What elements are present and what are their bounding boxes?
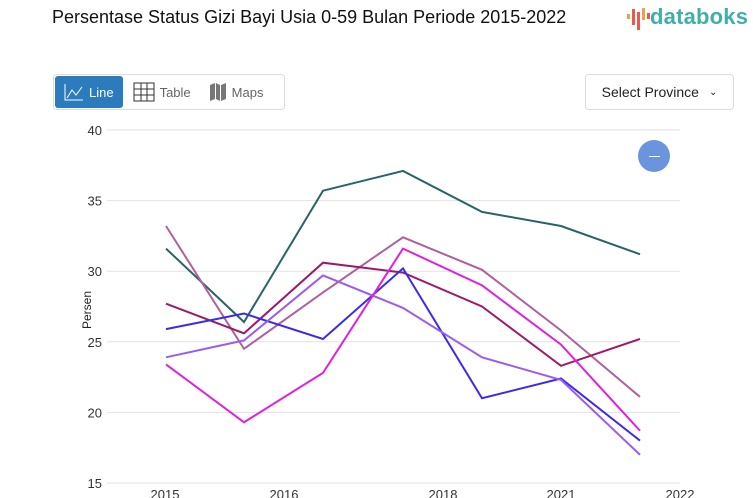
chart-title: Persentase Status Gizi Bayi Usia 0-59 Bu… [52, 7, 567, 27]
tab-table-label: Table [159, 84, 191, 100]
zoom-out-button[interactable] [638, 140, 670, 172]
x-tick-label: 2016 [270, 487, 299, 498]
y-axis-label: Persen [80, 291, 94, 329]
line-chart-icon [64, 84, 83, 101]
tab-line-label: Line [89, 84, 114, 100]
x-tick-label: 2015 [151, 487, 180, 498]
series-line-2 [165, 225, 641, 398]
x-tick-label: 2022 [666, 487, 695, 498]
x-tick-label: 2018 [429, 487, 458, 498]
map-icon [209, 83, 226, 101]
databoks-logo: databoks [626, 4, 748, 30]
province-select-label: Select Province [601, 84, 699, 100]
view-tabs: Line Table Maps [53, 74, 285, 110]
y-tick-label: 40 [88, 123, 102, 138]
logo-bars-icon [627, 8, 650, 30]
tab-table[interactable]: Table [124, 75, 200, 109]
tab-maps-label: Maps [231, 84, 264, 100]
series-line-3 [165, 261, 641, 367]
y-tick-label: 15 [88, 476, 102, 491]
y-tick-label: 25 [88, 335, 102, 350]
line-chart: 15 20 25 30 35 40 Persen 2015 2016 2018 2021 2022 [80, 123, 695, 498]
y-tick-label: 30 [88, 264, 102, 279]
series-line-4 [165, 266, 641, 442]
chevron-down-icon: ⌄ [708, 86, 718, 98]
x-tick-label: 2021 [547, 487, 576, 498]
table-icon [133, 82, 155, 102]
tab-maps[interactable]: Maps [200, 75, 273, 109]
series-line-1 [165, 169, 641, 324]
province-select[interactable]: Select Province ⌄ [585, 74, 734, 110]
tab-line[interactable]: Line [55, 76, 123, 108]
logo-text: databoks [650, 4, 749, 29]
y-tick-label: 35 [88, 194, 102, 209]
series-line-5 [165, 274, 641, 456]
minus-icon [648, 155, 660, 157]
series-line-6 [165, 247, 641, 432]
y-tick-label: 20 [88, 405, 102, 420]
